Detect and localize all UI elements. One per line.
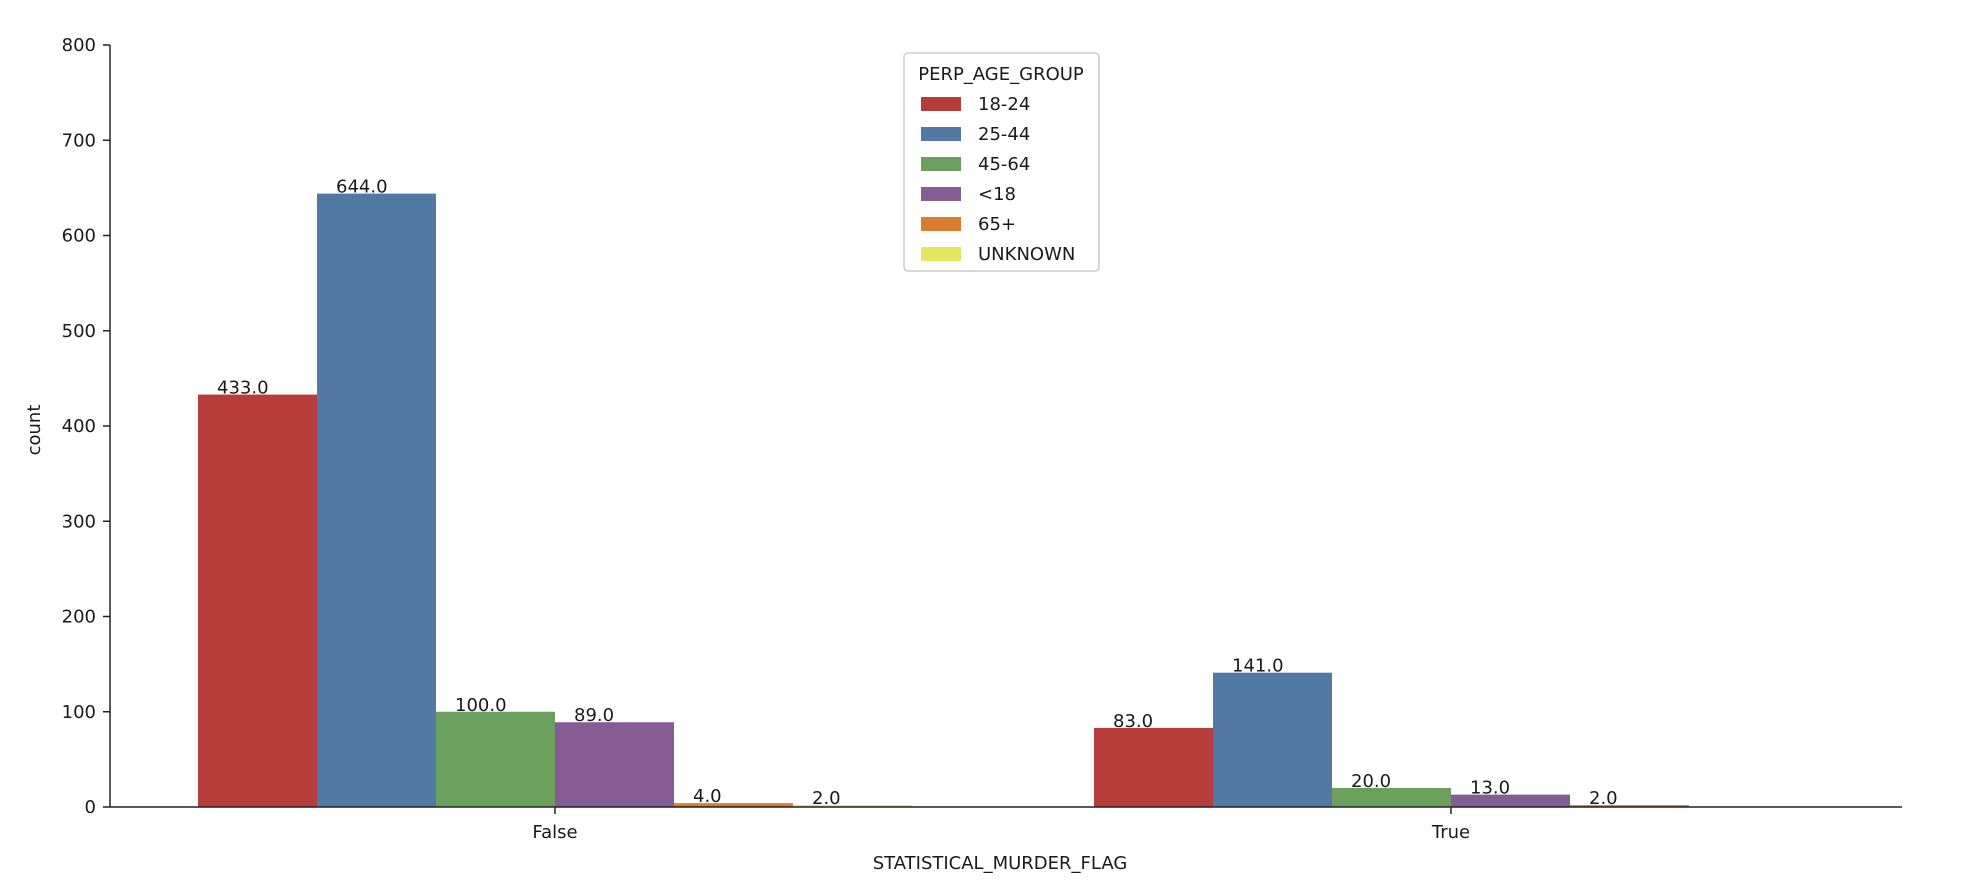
legend-swatch [921,127,961,141]
legend-swatch [921,157,961,171]
bar [674,803,793,807]
y-tick-label: 200 [62,607,96,628]
bar-data-label: 644.0 [336,177,388,198]
legend-items: 18-24 25-44 45-64 <18 65+ UNKNOWN [921,94,1075,265]
legend-item-label: 65+ [978,214,1016,235]
bar [1570,805,1689,807]
bar-data-label: 89.0 [574,705,614,726]
bar [198,394,317,807]
bar-data-label: 433.0 [217,378,269,399]
bar [436,711,555,807]
y-axis-label: count [24,405,45,456]
x-tick-label: True [1431,822,1470,843]
y-tick-label: 400 [62,416,96,437]
x-axis-label: STATISTICAL_MURDER_FLAG [873,853,1128,874]
bar-data-label: 2.0 [1589,788,1618,809]
bar [793,805,912,807]
legend-item-label: 18-24 [978,94,1030,115]
bar-data-label: 2.0 [812,788,841,809]
legend-swatch [921,247,961,261]
x-tick-label: False [532,822,577,843]
x-ticks-layer: False True [532,807,1470,843]
y-tick-label: 700 [62,130,96,151]
bars-layer [198,193,1689,808]
bar-data-label: 141.0 [1232,656,1284,677]
legend-swatch [921,217,961,231]
legend-item-label: UNKNOWN [978,244,1075,265]
bar [1451,794,1570,807]
legend-swatch [921,187,961,201]
y-tick-label: 500 [62,321,96,342]
bar [1213,672,1332,807]
y-ticks-layer: 0 100 200 300 400 500 600 700 800 [62,35,110,818]
legend: PERP_AGE_GROUP 18-24 25-44 45-64 <18 65+ UNKN… [903,52,1100,272]
bar-data-label: 4.0 [693,786,722,807]
y-tick-label: 100 [62,702,96,723]
y-tick-label: 800 [62,35,96,56]
y-tick-label: 600 [62,226,96,247]
bar-labels-layer: 433.0 644.0 100.0 89.0 4.0 2.0 83.0 141.0 20.0 13… [217,177,1618,810]
bar [555,722,674,807]
bar [317,193,436,808]
y-tick-label: 300 [62,511,96,532]
legend-title: PERP_AGE_GROUP [918,64,1084,85]
bar-data-label: 100.0 [455,695,507,716]
y-tick-label: 0 [85,797,96,818]
legend-item-label: 25-44 [978,124,1030,145]
bar-data-label: 13.0 [1470,778,1510,799]
bar [1094,727,1213,807]
legend-item-label: <18 [978,184,1016,205]
bar [1332,787,1451,807]
legend-swatch [921,97,961,111]
legend-item-label: 45-64 [978,154,1030,175]
bar-data-label: 83.0 [1113,711,1153,732]
bar-data-label: 20.0 [1351,771,1391,792]
